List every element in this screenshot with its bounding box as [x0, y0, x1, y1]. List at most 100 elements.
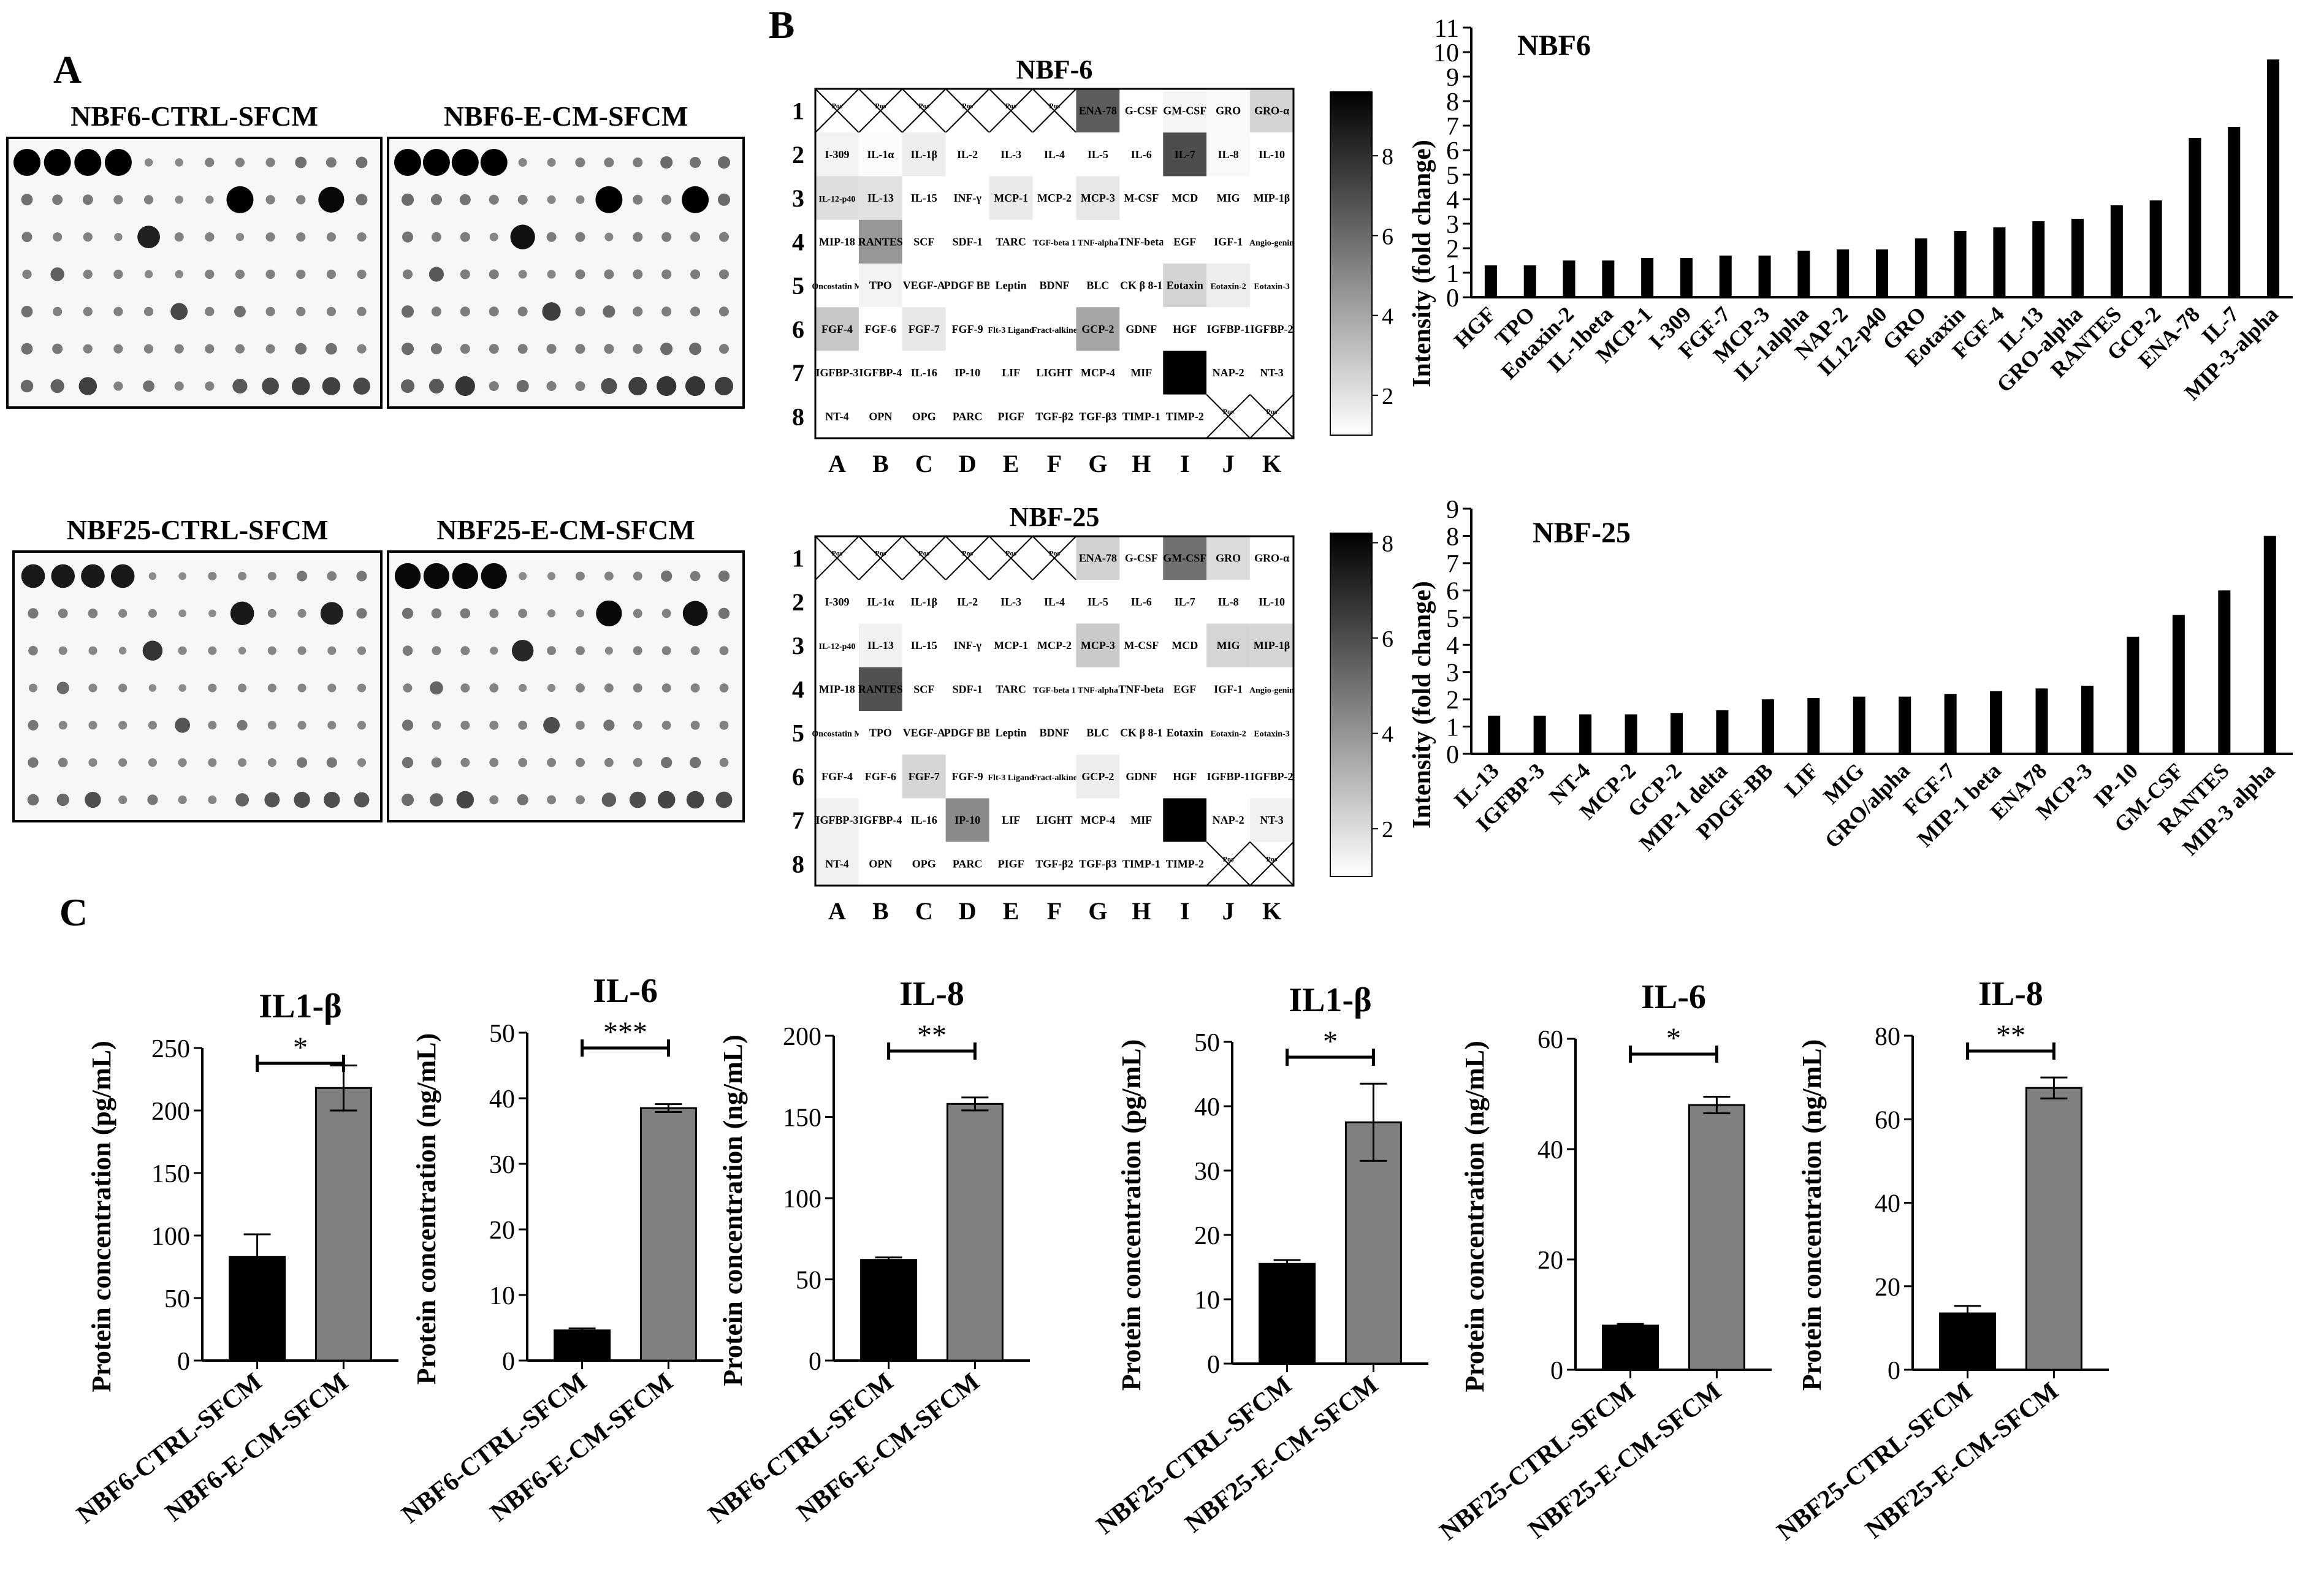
blot-title: NBF25-CTRL-SFCM [67, 514, 329, 545]
row-label: 6 [792, 763, 804, 791]
concentration-chart: IL-8 0 50 100 150 200 Protein concentration (n… [703, 975, 1030, 1529]
blot-spot [83, 306, 93, 316]
blot-spot [178, 609, 186, 618]
cell-label: TGF-beta 1 [1033, 686, 1076, 695]
cell-label: BLC [1086, 727, 1109, 739]
cell-label: Eotaxin-2 [1210, 283, 1246, 292]
blot-spot [265, 232, 275, 242]
heatmap-cell [1163, 798, 1207, 842]
blot-spot [604, 571, 614, 581]
cell-label: FGF-7 [909, 323, 940, 335]
heatmap-cell [1032, 623, 1076, 667]
y-tick-label: 20 [1537, 1247, 1563, 1275]
bar [2228, 127, 2241, 297]
blot-spot [296, 232, 306, 242]
significance-stars: ** [917, 1019, 947, 1052]
blot-spot [88, 683, 97, 693]
cell-label: IL-15 [911, 192, 937, 204]
heatmap-cell [902, 580, 946, 624]
colorbar-tick-label: 2 [1382, 384, 1393, 409]
cell-label: IL-1β [911, 596, 938, 608]
cell-label: IGFBP-4 [859, 814, 902, 826]
blot-spot [53, 306, 63, 316]
heatmap-cell [858, 754, 902, 799]
cell-label: IGFBP-4 [859, 366, 902, 379]
y-tick-label: 0 [1888, 1357, 1900, 1385]
heatmap-cell [1076, 536, 1120, 580]
pos-label: Pos [1049, 102, 1060, 110]
blot-spot [235, 269, 245, 279]
blot-spot [717, 156, 731, 169]
y-tick-label: 2 [1446, 235, 1459, 264]
blot-spot [460, 683, 470, 693]
blot-spot [265, 344, 275, 354]
blot-spot [297, 721, 307, 730]
blot-spot [660, 343, 673, 355]
bar [1488, 715, 1501, 754]
cell-label: BDNF [1040, 279, 1070, 292]
blot-spot [661, 720, 671, 730]
y-tick-label: 20 [1875, 1274, 1900, 1302]
heatmap-cell [815, 711, 859, 755]
blot-spot [356, 571, 367, 582]
heatmap-cell [945, 841, 989, 886]
blot-spot [226, 186, 254, 213]
blot-spot [394, 149, 421, 176]
heatmap-cell [1250, 667, 1293, 711]
blot-spot [604, 758, 614, 767]
bar [1797, 251, 1810, 297]
pos-label: Pos [962, 549, 973, 558]
heatmap-cell [1032, 798, 1076, 842]
bar [1484, 265, 1497, 297]
heatmap-cell [1163, 176, 1207, 220]
heatmap-cell [989, 219, 1033, 264]
heatmap-cell [1032, 264, 1076, 308]
cell-label: PIGF [998, 410, 1024, 422]
blot-spot [56, 793, 69, 807]
col-label: C [915, 450, 933, 477]
y-tick-label: 7 [1446, 113, 1459, 141]
heatmap-cell [902, 667, 946, 711]
bar [1602, 1324, 1659, 1371]
bar [2263, 536, 2276, 754]
concentration-chart: IL-8 0 20 40 60 80 Protein concentration (ng/m… [1772, 975, 2109, 1546]
blot-spot [52, 343, 63, 354]
cell-label: PIGF [998, 857, 1024, 870]
y-tick-label: 40 [1194, 1093, 1220, 1122]
cell-label: IL-13 [867, 192, 894, 204]
blot-spot [401, 343, 414, 355]
cell-label: RANTES [858, 683, 903, 695]
blot-spot [267, 646, 276, 655]
blot-spot [357, 721, 367, 730]
bar [2025, 1087, 2082, 1371]
blot-spot [267, 683, 276, 693]
bar [2127, 636, 2139, 754]
col-label: B [872, 897, 889, 925]
heatmap-cell [858, 351, 902, 395]
blot-spot [633, 609, 642, 618]
blot-spot [82, 194, 93, 205]
cell-label: MCP-3 [1081, 192, 1115, 204]
cell-label: PARC [953, 410, 983, 422]
blot-spot [294, 791, 310, 808]
cell-label: Eotaxin [1167, 727, 1203, 739]
cell-label: Angio-genin [1249, 686, 1294, 695]
heatmap-cell [1206, 219, 1251, 264]
colorbar-label: Intensity (fold change) [1408, 581, 1436, 829]
colorbar-tick-label: 2 [1382, 817, 1393, 843]
heatmap-cell [815, 176, 859, 220]
cell-label: NAP-2 [1213, 814, 1244, 826]
cell-label: IL-10 [1259, 596, 1285, 608]
cell-label: CK β 8-1 [1120, 727, 1162, 739]
blot-spot [430, 194, 442, 205]
row-label: 8 [792, 850, 804, 878]
cell-label: TNF-beta [1118, 235, 1164, 248]
y-tick-label: 60 [1875, 1106, 1900, 1134]
heatmap-cell [1163, 264, 1207, 308]
blot-spot [423, 563, 450, 590]
blot-spot [50, 267, 64, 281]
blot-spot [114, 232, 123, 241]
y-tick-label: 6 [1446, 577, 1459, 606]
cell-label: IL-2 [957, 596, 978, 608]
